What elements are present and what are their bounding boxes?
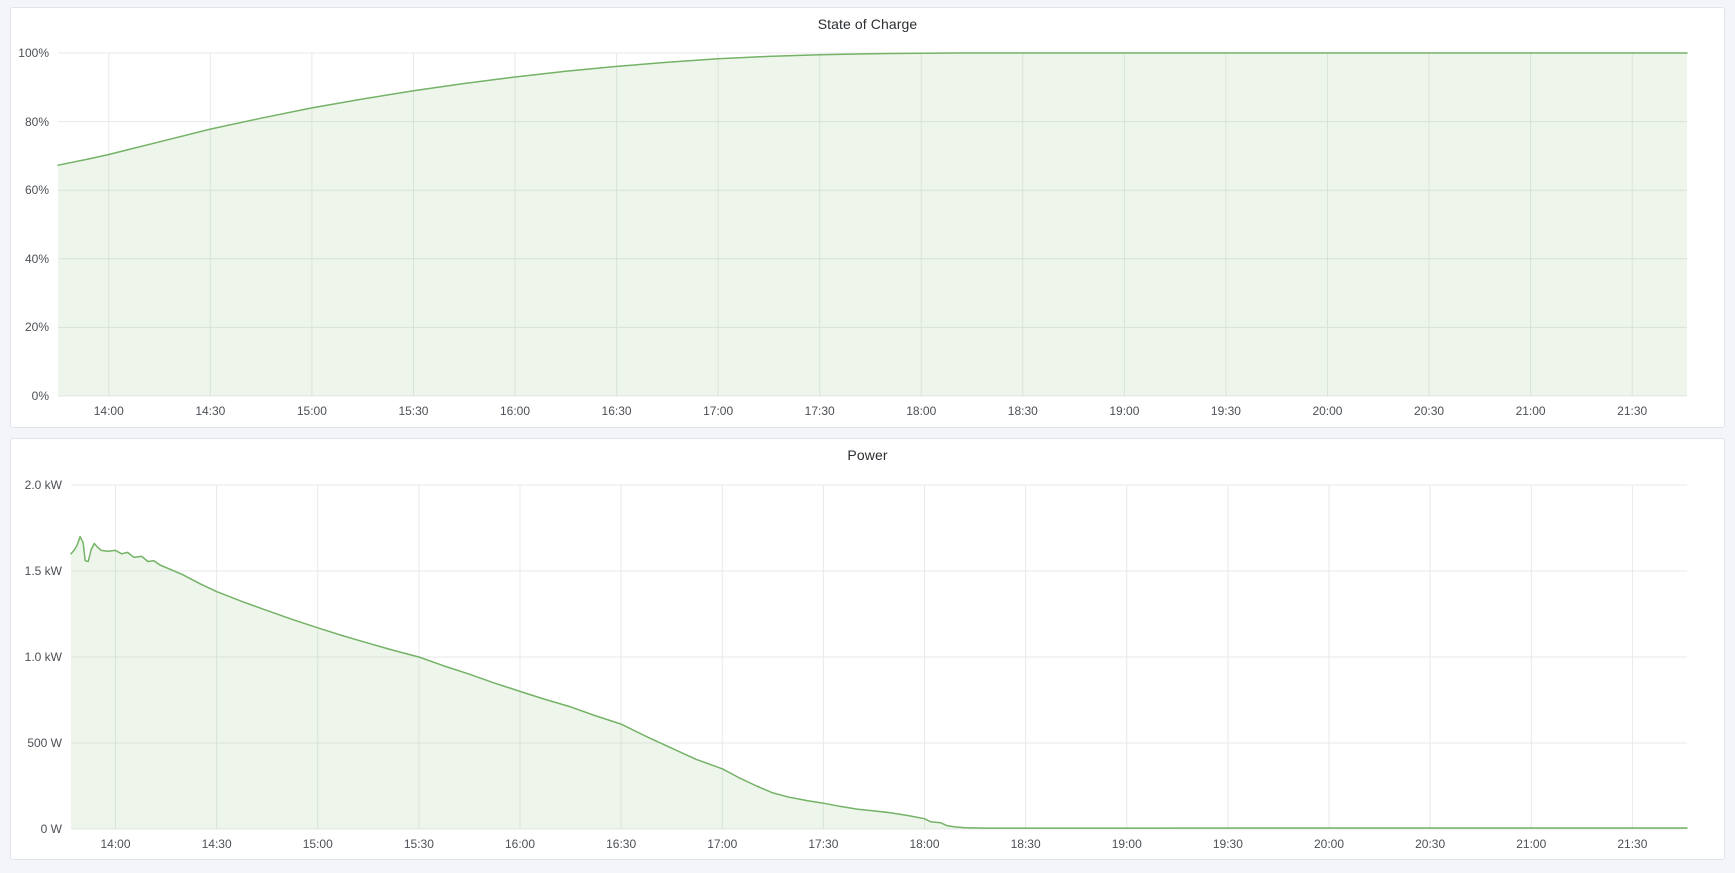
x-tick-label: 14:00: [93, 404, 124, 418]
x-tick-label: 20:00: [1312, 404, 1343, 418]
x-tick-label: 19:00: [1109, 404, 1140, 418]
x-tick-label: 20:30: [1414, 404, 1445, 418]
power-plot[interactable]: [11, 439, 1724, 859]
panel-title-power[interactable]: Power: [847, 447, 888, 463]
series-line: [57, 52, 1688, 166]
x-tick-label: 19:30: [1210, 404, 1241, 418]
x-tick-label: 17:00: [707, 837, 738, 851]
x-tick-label: 19:30: [1212, 837, 1243, 851]
x-tick-label: 18:00: [909, 837, 940, 851]
x-tick-label: 14:00: [100, 837, 131, 851]
x-tick-label: 16:30: [601, 404, 632, 418]
x-tick-label: 17:30: [804, 404, 835, 418]
y-tick-label: 2.0 kW: [24, 478, 62, 492]
x-tick-label: 18:30: [1010, 837, 1041, 851]
series-area: [58, 53, 1687, 396]
x-tick-label: 16:30: [606, 837, 637, 851]
panel-title-state-of-charge[interactable]: State of Charge: [817, 16, 918, 32]
y-tick-label: 40%: [24, 251, 49, 266]
x-tick-label: 14:30: [195, 404, 226, 418]
panel-power: Power 0 W 500 W 1.0 kW 1.5 kW 2.0 kW 14:00 14:…: [10, 438, 1725, 860]
x-tick-label: 21:30: [1617, 837, 1648, 851]
x-tick-label: 15:00: [302, 837, 333, 851]
x-tick-label: 17:00: [703, 404, 734, 418]
panel-state-of-charge: State of Charge 0% 20% 40% 60% 80% 100% 14:00 1…: [10, 7, 1725, 428]
x-tick-label: 17:30: [808, 837, 839, 851]
x-tick-label: 15:30: [398, 404, 429, 418]
series-line: [70, 535, 1688, 829]
x-tick-label: 20:30: [1415, 837, 1446, 851]
y-tick-label: 80%: [24, 114, 49, 129]
power-chart[interactable]: 0 W 500 W 1.0 kW 1.5 kW 2.0 kW 14:00 14:30 15:0…: [11, 439, 1724, 859]
x-tick-label: 19:00: [1111, 837, 1142, 851]
y-tick-label: 0 W: [40, 822, 62, 836]
x-tick-label: 16:00: [499, 404, 531, 418]
y-tick-label: 0%: [31, 389, 49, 403]
x-tick-label: 14:30: [201, 837, 232, 851]
x-tick-label: 21:30: [1617, 404, 1648, 418]
y-tick-label: 1.0 kW: [24, 650, 62, 664]
y-tick-label: 60%: [24, 183, 49, 198]
x-tick-label: 15:30: [403, 837, 434, 851]
state-of-charge-chart[interactable]: 0% 20% 40% 60% 80% 100% 14:00 14:30 15:00 15:30 16…: [11, 8, 1724, 427]
x-tick-label: 18:00: [906, 404, 937, 418]
x-tick-label: 21:00: [1515, 404, 1546, 418]
y-tick-label: 100%: [18, 46, 49, 60]
x-tick-label: 21:00: [1516, 837, 1547, 851]
x-tick-label: 15:00: [296, 404, 327, 418]
y-tick-label: 500 W: [27, 736, 62, 750]
y-tick-label: 1.5 kW: [24, 564, 62, 578]
x-tick-label: 18:30: [1007, 404, 1038, 418]
state-of-charge-plot[interactable]: [11, 8, 1724, 427]
series-area: [71, 536, 1687, 829]
x-tick-label: 16:00: [504, 837, 536, 851]
x-tick-label: 20:00: [1313, 837, 1345, 851]
y-tick-label: 20%: [24, 320, 49, 335]
